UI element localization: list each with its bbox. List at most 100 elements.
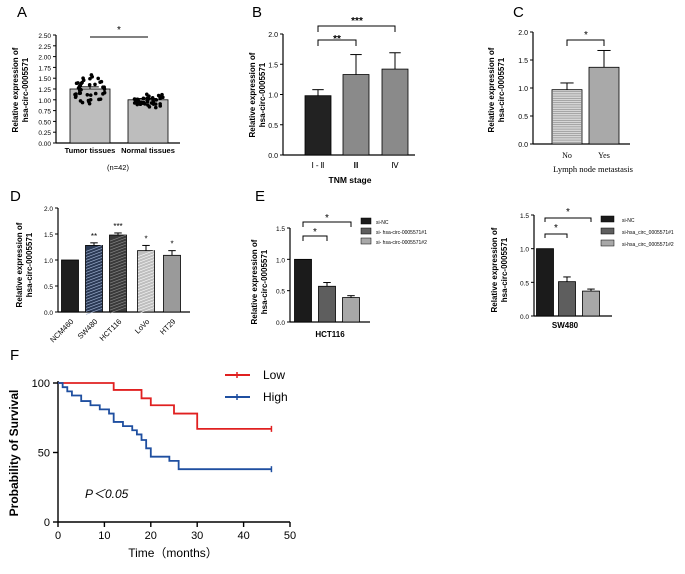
bar-hatch xyxy=(109,291,127,299)
y-axis-label: Relative expression of xyxy=(15,222,24,307)
sample-dot xyxy=(81,76,85,80)
sample-dot xyxy=(96,76,100,81)
bar-hatch xyxy=(85,290,103,297)
y-tick-label: 100 xyxy=(32,378,50,390)
y-axis-label: Relative expression of xyxy=(11,47,20,132)
x-category-label: LoVo xyxy=(133,317,151,335)
bar-hatch xyxy=(109,258,127,266)
significance-mark: * xyxy=(584,30,588,41)
bar-hatch xyxy=(109,240,127,248)
sample-dot xyxy=(78,83,83,88)
y-tick-label: 2.0 xyxy=(268,32,278,39)
bar-hatch xyxy=(137,292,155,299)
y-axis-label: Relative expression of xyxy=(487,47,496,132)
y-axis-label: hsa-circ-0005571 xyxy=(258,62,267,127)
bar-hatch xyxy=(85,305,103,312)
panel-letter-f: F xyxy=(10,347,19,364)
y-tick-label: 0.5 xyxy=(276,289,285,296)
bar-hatch xyxy=(109,288,127,296)
significance-mark: ** xyxy=(91,232,97,241)
bar-hatch xyxy=(137,283,155,290)
legend-swatch xyxy=(360,227,372,235)
bar-hatch xyxy=(109,255,127,263)
bar-hatch xyxy=(109,306,127,314)
bar-hatch xyxy=(137,298,155,305)
sample-dot xyxy=(145,98,149,102)
bar-hatch xyxy=(85,299,103,306)
bar-hatch xyxy=(109,279,127,287)
bar-hatch xyxy=(85,293,103,300)
legend-label: si-hsa_circ_0005571#2 xyxy=(622,242,674,248)
sample-dot xyxy=(143,102,147,106)
bar-hatch xyxy=(137,256,155,263)
significance-mark: * xyxy=(170,240,173,249)
x-category-label: No xyxy=(562,151,572,160)
x-tick-label: 20 xyxy=(145,530,157,542)
significance-mark: * xyxy=(313,227,317,238)
legend-label: si- hsa-circ-0005571#1 xyxy=(376,230,427,236)
bar-hatch xyxy=(85,257,103,264)
y-tick-label: 0.5 xyxy=(520,280,529,287)
bar-hatch xyxy=(109,273,127,281)
significance-bracket xyxy=(544,217,592,222)
sample-dot xyxy=(80,80,84,85)
y-tick-label: 1.0 xyxy=(44,258,53,265)
sample-dot xyxy=(99,79,104,84)
significance-mark: * xyxy=(144,234,147,243)
y-tick-label: 0.50 xyxy=(38,119,51,126)
sample-dot xyxy=(158,96,162,101)
significance-bracket xyxy=(317,39,357,46)
bar-hatch xyxy=(85,275,103,282)
p-value-annotation: P＜0.05 xyxy=(85,487,129,501)
significance-bracket xyxy=(544,233,568,238)
bar-hatch xyxy=(85,263,103,270)
y-axis-label: Relative expression of xyxy=(248,52,257,137)
bar xyxy=(163,254,181,313)
y-tick-label: 1.5 xyxy=(520,213,529,220)
bar-hatch xyxy=(109,261,127,269)
bar xyxy=(342,297,360,323)
y-tick-label: 2.0 xyxy=(44,206,53,213)
x-axis-label: Lymph node metastasis xyxy=(553,164,633,174)
y-tick-label: 0.75 xyxy=(38,109,51,116)
legend-label: si-hsa_circ_0005571#1 xyxy=(622,230,674,236)
bar-hatch xyxy=(85,287,103,294)
bar-hatch xyxy=(85,308,103,315)
bar-hatch xyxy=(137,277,155,284)
x-axis-label: HCT116 xyxy=(315,330,345,339)
bar-hatch xyxy=(137,289,155,296)
significance-mark: * xyxy=(554,223,558,234)
bar-hatch xyxy=(85,296,103,303)
x-tick-label: 40 xyxy=(237,530,249,542)
y-tick-label: 1.0 xyxy=(276,257,285,264)
bar-hatch xyxy=(137,286,155,293)
bar-hatch xyxy=(137,307,155,314)
sample-dot xyxy=(153,105,158,110)
sample-dot xyxy=(93,91,98,96)
bar-hatch xyxy=(85,284,103,291)
y-tick-label: 1.00 xyxy=(38,98,51,105)
bar-hatch xyxy=(137,274,155,281)
x-category-label: SW480 xyxy=(76,317,100,341)
sample-dot xyxy=(133,100,138,104)
bar-hatch xyxy=(137,280,155,287)
legend-swatch xyxy=(600,215,615,223)
bar-hatch xyxy=(109,294,127,302)
sample-dot xyxy=(88,76,92,81)
bar-hatch xyxy=(85,272,103,279)
bar-hatch xyxy=(109,270,127,278)
x-category-label: Yes xyxy=(598,151,610,160)
bar xyxy=(558,281,576,317)
bar xyxy=(318,285,336,323)
y-tick-label: 50 xyxy=(38,448,50,460)
bar-hatch xyxy=(109,264,127,272)
sample-dot xyxy=(78,91,83,95)
legend-label: Low xyxy=(263,368,285,382)
bar-hatch xyxy=(109,297,127,305)
x-category-label: Tumor tissues xyxy=(65,146,116,155)
sample-dot xyxy=(141,96,146,101)
bar xyxy=(294,258,312,323)
x-tick-label: 50 xyxy=(284,530,296,542)
y-tick-label: 1.5 xyxy=(44,232,53,239)
